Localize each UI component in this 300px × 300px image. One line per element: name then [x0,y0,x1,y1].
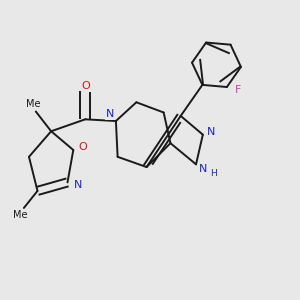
Text: N: N [106,109,114,119]
Text: N: N [199,164,207,174]
Text: O: O [82,81,90,91]
Text: F: F [235,85,241,95]
Text: Me: Me [26,99,40,109]
Text: N: N [207,127,216,137]
Text: H: H [210,169,217,178]
Text: Me: Me [13,211,27,220]
Text: N: N [74,180,82,190]
Text: O: O [79,142,87,152]
